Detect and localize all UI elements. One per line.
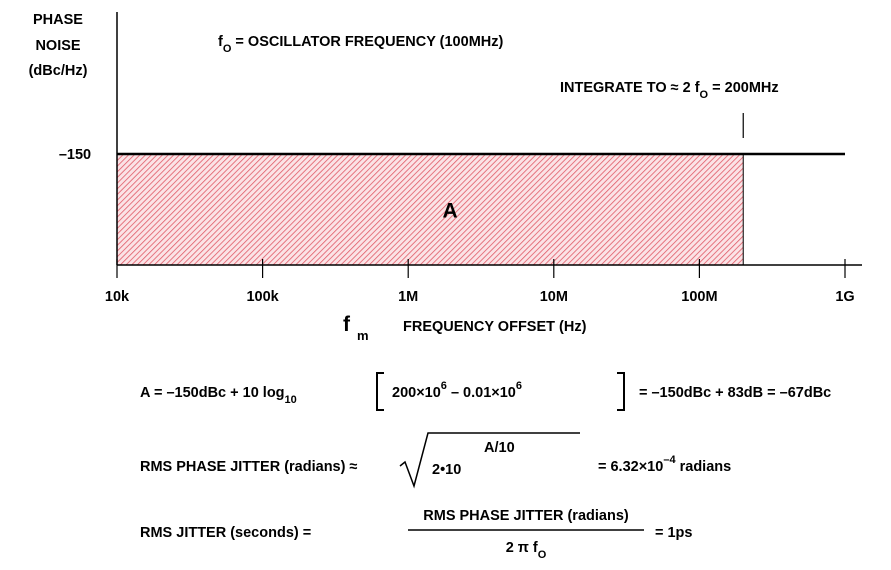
annotation: INTEGRATE TO ≈ 2 fO = 200MHz [560, 80, 779, 101]
x-tick-label: 100M [681, 289, 717, 305]
y-label: PHASE [33, 12, 83, 28]
equation: RMS JITTER (seconds) = [140, 525, 311, 541]
fraction-numerator: RMS PHASE JITTER (radians) [423, 508, 629, 524]
equation-text: = 6.32×10 [598, 459, 663, 475]
x-label-symbol: f [343, 313, 351, 336]
equation-text: radians [676, 459, 732, 475]
x-tick-label: 10k [105, 289, 130, 305]
fraction-denominator: 2 π fO [506, 540, 547, 561]
equation-subscript: O [538, 549, 547, 561]
area [116, 153, 744, 266]
bracket [617, 372, 625, 411]
x-tick-label: 100k [246, 289, 279, 305]
equation: 2•10 [432, 462, 461, 478]
area-label: A [443, 200, 458, 223]
equation: A = –150dBc + 10 log10 [140, 385, 297, 406]
annotation: fO = OSCILLATOR FREQUENCY (100MHz) [218, 34, 503, 55]
equation: = 6.32×10–4 radians [598, 454, 731, 475]
equation-superscript: A/10 [484, 440, 515, 456]
plot: A 10k 100k 1M 10M 100M 1G –150 [59, 12, 862, 305]
annotation-subscript: O [700, 89, 709, 101]
equation-superscript: –4 [663, 454, 676, 466]
x-label: FREQUENCY OFFSET (Hz) [403, 319, 587, 335]
equation-superscript: 6 [516, 380, 522, 392]
equation-superscript: 6 [441, 380, 447, 392]
y-tick-label: –150 [59, 147, 91, 163]
equation-text: 2 π f [506, 540, 538, 556]
equation-text: 200×10 [392, 385, 441, 401]
annotation-text: f [218, 34, 223, 50]
annotation-text: INTEGRATE TO ≈ 2 f [560, 80, 700, 96]
equation: 200×106 – 0.01×106 [392, 380, 522, 401]
equation: = –150dBc + 83dB = –67dBc [639, 385, 831, 401]
equation-text: – 0.01×10 [447, 385, 516, 401]
annotation-subscript: O [223, 43, 232, 55]
x-tick-label: 1M [398, 289, 418, 305]
annotation-text: = 200MHz [708, 80, 779, 96]
x-tick-label: 1G [835, 289, 854, 305]
y-label: NOISE [35, 38, 80, 54]
radical [399, 432, 580, 489]
equation: = 1ps [655, 525, 692, 541]
x-tick-label: 10M [540, 289, 568, 305]
y-label: (dBc/Hz) [29, 63, 88, 79]
annotation-text: = OSCILLATOR FREQUENCY (100MHz) [231, 34, 503, 50]
equation-subscript: 10 [285, 394, 297, 406]
equation: RMS PHASE JITTER (radians) ≈ [140, 459, 357, 475]
x-label-subscript: m [357, 328, 369, 343]
equation-text: A = –150dBc + 10 log [140, 385, 285, 401]
bracket [376, 372, 384, 411]
